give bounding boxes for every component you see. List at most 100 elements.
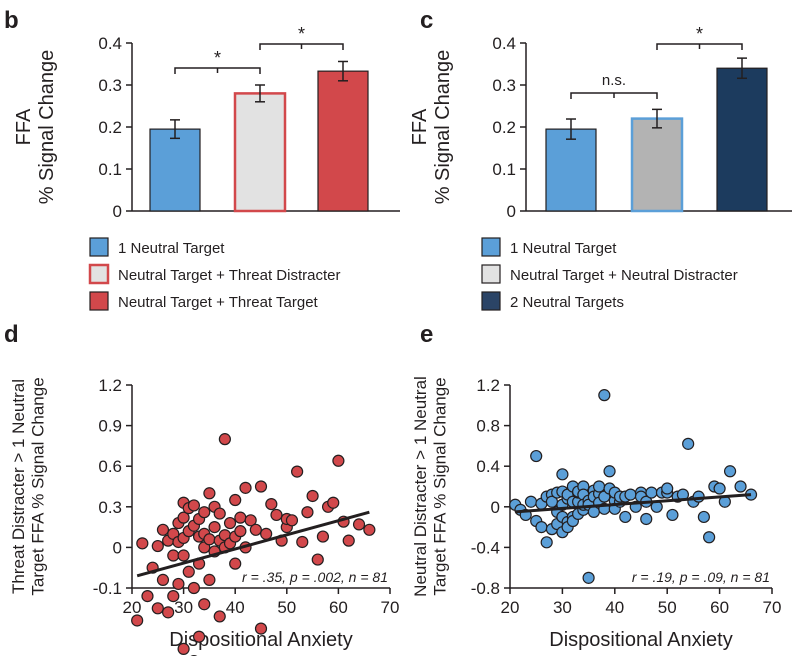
legend-label: Neutral Target + Neutral Distracter <box>510 267 738 284</box>
stats-annotation: r = .35, p = .002, n = 81 <box>242 569 388 585</box>
scatter-point <box>291 465 304 478</box>
scatter-point <box>136 537 149 550</box>
scatter-point <box>162 606 175 619</box>
scatter-point <box>692 490 705 503</box>
scatter-point <box>203 573 216 586</box>
legend-swatch <box>481 264 501 284</box>
legend-label: 1 Neutral Target <box>118 240 225 257</box>
scatter-point <box>218 433 231 446</box>
legend-swatch <box>481 291 501 311</box>
axis-title-line: Neutral Distracter > 1 Neutral <box>411 376 430 597</box>
scatter-point <box>172 577 185 591</box>
scatter-point <box>624 488 637 501</box>
y-tick-label: 0.6 <box>98 457 122 476</box>
panel-d: d -0.1 0 0.3 0.6 0.9 1.2 20 30 40 50 60 70 Dispositio… <box>4 321 399 656</box>
scatter-point <box>203 487 216 500</box>
scatter-point <box>213 610 226 623</box>
scatter-point <box>332 454 345 467</box>
scatter-point <box>151 602 164 615</box>
scatter-point <box>363 523 376 536</box>
legend-label: Neutral Target + Threat Target <box>118 294 319 311</box>
axis-title-line: FFA <box>13 108 35 145</box>
x-tick-label: 40 <box>605 598 624 617</box>
significance-bracket <box>570 92 658 99</box>
scatter-point <box>187 499 201 512</box>
significance-label: n.s. <box>602 72 626 89</box>
axis-title-line: % Signal Change <box>432 50 454 205</box>
scatter-point <box>285 514 299 527</box>
y-tick-label: 0.4 <box>98 34 122 53</box>
y-tick-label: 0 <box>507 202 516 221</box>
scatter-point <box>703 531 716 544</box>
scatter-point <box>661 482 674 495</box>
scatter-point <box>141 590 154 603</box>
scatter-point <box>167 590 180 603</box>
scatter-point <box>234 525 247 538</box>
scatter-point <box>316 530 330 543</box>
scatter-point <box>270 508 283 522</box>
scatter-point <box>223 516 237 530</box>
x-tick-label: 50 <box>658 598 677 617</box>
scatter-point <box>156 573 170 586</box>
y-axis-title: FFA% Signal Change <box>409 50 454 205</box>
scatter-point <box>342 534 355 547</box>
x-tick-label: 70 <box>381 598 400 617</box>
scatter-point <box>234 511 247 524</box>
bar <box>233 92 287 213</box>
bar <box>630 117 684 213</box>
scatter-point <box>254 480 268 493</box>
axis-title-line: % Signal Change <box>36 50 58 205</box>
scatter-point <box>198 598 211 611</box>
y-tick-label: 0.9 <box>98 417 122 436</box>
significance-bracket <box>656 43 743 50</box>
y-tick-label: 0.1 <box>492 160 516 179</box>
y-axis-title: Neutral Distracter > 1 NeutralTarget FFA… <box>411 376 450 597</box>
scatter-point <box>645 486 658 499</box>
y-tick-label: 1.2 <box>98 376 122 395</box>
scatter-point <box>254 622 268 635</box>
legend-swatch <box>89 237 109 257</box>
scatter-point <box>177 642 190 656</box>
scatter-point <box>301 506 314 519</box>
panel-letter: b <box>4 7 19 34</box>
y-tick-label: 0 <box>491 498 500 517</box>
scatter-point <box>167 549 180 562</box>
stats-annotation: r = .19, p = .09, n = 81 <box>632 569 770 585</box>
scatter-point <box>239 481 252 494</box>
significance-label: * <box>696 24 703 44</box>
x-tick-label: 60 <box>710 598 729 617</box>
axis-title-line: FFA <box>409 108 431 145</box>
scatter-point <box>182 565 195 578</box>
x-tick-label: 70 <box>763 598 782 617</box>
axis-title-line: Target FFA % Signal Change <box>431 377 450 595</box>
x-axis-title: Dispositional Anxiety <box>169 629 352 651</box>
legend-label: Neutral Target + Threat Distracter <box>118 267 340 284</box>
scatter-point <box>131 614 144 627</box>
y-axis-title: Threat Distracter > 1 NeutralTarget FFA … <box>9 377 48 595</box>
scatter-point <box>327 496 340 509</box>
scatter-point <box>598 389 611 402</box>
scatter-point <box>311 553 324 566</box>
scatter-point <box>265 497 278 511</box>
panel-letter: d <box>4 321 19 348</box>
x-axis-title: Dispositional Anxiety <box>549 629 732 651</box>
scatter-point <box>352 518 366 531</box>
y-tick-label: 0.3 <box>98 76 122 95</box>
bar <box>545 128 597 212</box>
scatter-point <box>723 465 737 478</box>
y-tick-label: 0.3 <box>492 76 516 95</box>
y-tick-label: 0.3 <box>98 498 122 517</box>
scatter-point <box>640 512 653 526</box>
scatter-point <box>187 581 201 595</box>
legend-swatch <box>88 263 110 285</box>
scatter-point <box>556 468 569 481</box>
legend-swatch <box>89 291 109 311</box>
bar <box>716 67 768 212</box>
bar <box>317 70 369 212</box>
scatter-point <box>229 493 242 507</box>
significance-label: * <box>214 48 221 68</box>
scatter-point <box>734 480 747 493</box>
x-tick-label: 60 <box>329 598 348 617</box>
scatter-point <box>535 520 548 534</box>
significance-bracket <box>259 43 344 50</box>
